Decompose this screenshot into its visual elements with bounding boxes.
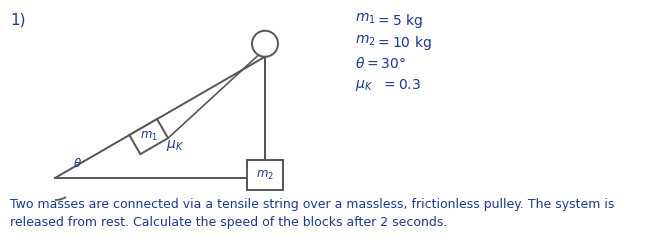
Text: $= 5\ \mathrm{kg}$: $= 5\ \mathrm{kg}$ (375, 12, 423, 30)
Bar (247, 160, 283, 190)
Text: 1): 1) (10, 12, 25, 27)
Text: $= 0.3$: $= 0.3$ (381, 78, 421, 92)
Text: $\theta = 30°$: $\theta = 30°$ (355, 56, 406, 71)
Text: $m_2$: $m_2$ (256, 169, 274, 182)
Polygon shape (130, 119, 168, 154)
Text: $= 10\ \mathrm{kg}$: $= 10\ \mathrm{kg}$ (375, 34, 432, 52)
Text: $m_2$: $m_2$ (355, 34, 376, 48)
Text: $m_1$: $m_1$ (140, 130, 157, 143)
Text: released from rest. Calculate the speed of the blocks after 2 seconds.: released from rest. Calculate the speed … (10, 216, 447, 229)
Text: Two masses are connected via a tensile string over a massless, frictionless pull: Two masses are connected via a tensile s… (10, 198, 614, 211)
Text: $\mu_K$: $\mu_K$ (355, 78, 373, 93)
Text: $\theta$: $\theta$ (73, 157, 82, 170)
Text: $\mu_K$: $\mu_K$ (166, 137, 184, 152)
Text: $m_1$: $m_1$ (355, 12, 376, 26)
